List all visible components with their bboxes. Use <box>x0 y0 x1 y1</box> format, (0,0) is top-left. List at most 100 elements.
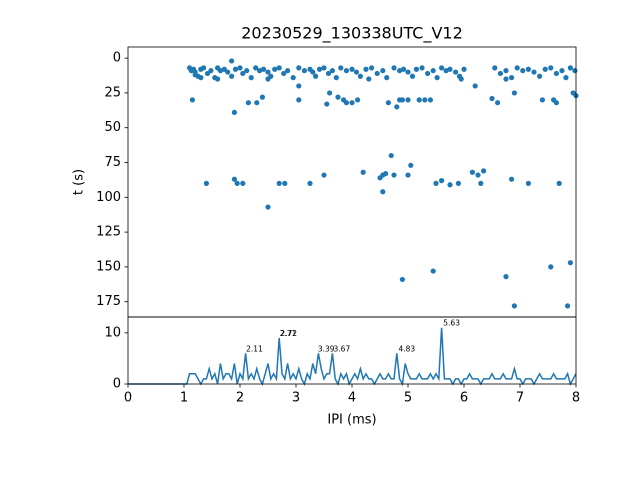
scatter-point <box>399 276 405 283</box>
scatter-point <box>383 171 389 177</box>
scatter-point <box>349 66 355 72</box>
scatter-point <box>455 180 461 186</box>
scatter-point <box>453 69 459 75</box>
annotation: 5.63 <box>443 319 460 328</box>
scatter-point <box>434 75 440 81</box>
annotation: 2.72 <box>280 329 297 338</box>
scatter-point <box>244 68 250 74</box>
scatter-point <box>542 66 548 72</box>
scatter-point <box>192 72 198 78</box>
annotation: 2.11 <box>246 344 263 353</box>
scatter-point <box>472 83 478 89</box>
scatter-point <box>478 180 484 186</box>
axes-frame <box>127 316 577 385</box>
scatter-point <box>272 66 278 72</box>
chart-title: 20230529_130338UTC_V12 <box>241 24 463 44</box>
scatter-point <box>265 204 271 210</box>
scatter-point <box>539 97 546 103</box>
scatter-point <box>430 68 436 74</box>
scatter-point <box>327 90 333 96</box>
scatter-point <box>559 68 565 74</box>
scatter-point <box>397 68 403 74</box>
scatter-point <box>509 75 515 81</box>
scatter-point <box>422 97 428 103</box>
scatter-point <box>343 100 349 106</box>
scatter-point <box>324 101 330 107</box>
annotation: 3.67 <box>334 344 351 353</box>
x-tick-label: 1 <box>180 391 188 406</box>
scatter-point <box>296 83 302 89</box>
scatter-point <box>384 75 390 81</box>
scatter-point <box>282 180 288 186</box>
scatter-point <box>225 69 231 75</box>
scatter-point <box>443 68 449 74</box>
scatter-point <box>335 94 341 100</box>
scatter-point <box>353 69 360 75</box>
scatter-point <box>514 65 520 71</box>
scatter-point <box>531 69 537 75</box>
scatter-point <box>520 68 526 74</box>
scatter-point <box>313 73 319 79</box>
scatter-point <box>374 70 380 77</box>
scatter-point <box>240 180 246 186</box>
y-tick-label: 150 <box>96 259 121 274</box>
scatter-point <box>419 65 425 71</box>
scatter-point <box>310 69 316 75</box>
y-tick-label: 25 <box>104 85 121 100</box>
y-tick-label: 75 <box>104 155 121 170</box>
scatter-point <box>553 70 560 77</box>
scatter-point <box>257 68 263 74</box>
scatter-point <box>198 75 204 81</box>
scatter-point <box>296 97 302 103</box>
x-tick-label: 2 <box>236 391 244 406</box>
scatter-point <box>511 90 517 96</box>
scatter-point <box>240 70 246 77</box>
scatter-point <box>265 69 271 75</box>
scatter-point <box>276 180 282 186</box>
scatter-point <box>458 76 464 82</box>
scatter-point <box>355 97 361 103</box>
scatter-point <box>548 65 554 71</box>
scatter-point <box>380 189 386 195</box>
scatter-point <box>563 75 569 81</box>
scatter-point <box>254 100 260 106</box>
scatter-point <box>217 68 223 74</box>
scatter-point <box>380 68 386 74</box>
annotation: 2.71 <box>280 329 297 338</box>
scatter-point <box>469 169 475 175</box>
scatter-point <box>425 70 431 77</box>
x-tick-label: 7 <box>516 391 524 406</box>
scatter-point <box>245 100 251 106</box>
scatter-point <box>229 73 235 79</box>
scatter-point <box>565 303 571 309</box>
scatter-point <box>338 65 344 71</box>
scatter-point <box>329 68 335 74</box>
scatter-point <box>231 109 237 116</box>
scatter-point <box>316 66 323 72</box>
scatter-point <box>408 162 414 168</box>
x-tick-label: 5 <box>404 391 412 406</box>
scatter-point <box>321 172 327 178</box>
scatter-point <box>409 73 416 79</box>
scatter-point <box>203 180 209 186</box>
scatter-point <box>259 94 265 100</box>
scatter-point <box>253 65 259 71</box>
scatter-point <box>400 66 407 72</box>
scatter-point <box>548 264 554 270</box>
scatter-point <box>391 172 397 178</box>
scatter-point <box>447 66 453 72</box>
scatter-point <box>495 100 501 106</box>
annotation: 4.83 <box>398 344 415 353</box>
x-tick-label: 0 <box>124 391 132 406</box>
x-tick-label: 8 <box>572 391 580 406</box>
scatter-point <box>439 178 445 184</box>
scatter-point <box>570 90 576 96</box>
scatter-point <box>461 66 467 72</box>
scatter-point <box>285 68 291 74</box>
scatter-point <box>234 180 240 186</box>
scatter-point <box>439 65 445 71</box>
scatter-point <box>189 97 195 103</box>
scatter-point <box>553 100 560 106</box>
